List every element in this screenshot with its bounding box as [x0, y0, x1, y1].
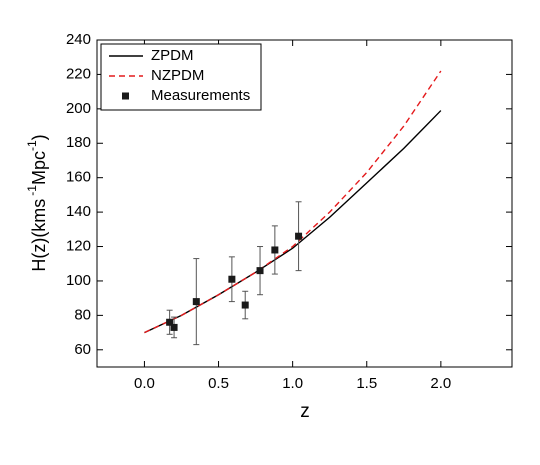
- x-tick-label: 1.5: [356, 375, 377, 392]
- y-label-part: -1: [25, 185, 39, 196]
- y-tick-label: 200: [66, 100, 91, 117]
- marker: [228, 275, 236, 283]
- x-axis-label: z: [300, 401, 310, 422]
- marker: [192, 298, 200, 306]
- marker: [295, 232, 303, 240]
- x-tick-label: 0.0: [134, 375, 155, 392]
- line-zpdm: [144, 110, 442, 334]
- y-tick-label: 60: [74, 341, 91, 358]
- y-label-part: Mpc: [29, 151, 49, 185]
- marker: [256, 267, 264, 275]
- y-tick-label: 120: [66, 237, 91, 254]
- y-tick-label: 180: [66, 134, 91, 151]
- x-tick-label: 0.5: [208, 375, 229, 392]
- plot-frame: [96, 39, 513, 368]
- line-nzpdm: [144, 70, 442, 334]
- y-tick-label: 80: [74, 306, 91, 323]
- y-tick-label: 140: [66, 203, 91, 220]
- legend-label: ZPDM: [151, 47, 194, 64]
- marker: [166, 318, 174, 326]
- marker: [170, 323, 178, 331]
- y-axis-label: H(z)(kms -1Mpc-1): [25, 134, 49, 271]
- x-tick-label: 1.0: [282, 375, 303, 392]
- y-tick-label: 160: [66, 169, 91, 186]
- marker: [271, 246, 279, 254]
- y-tick-label: 220: [66, 65, 91, 82]
- legend-label: Measurements: [151, 87, 250, 104]
- x-tick-label: 2.0: [430, 375, 451, 392]
- y-label-part: H(z)(kms: [29, 199, 49, 272]
- y-label-part: -1: [25, 140, 39, 151]
- legend-swatch: [122, 92, 129, 100]
- y-tick-label: 100: [66, 272, 91, 289]
- legend-label: NZPDM: [151, 67, 204, 84]
- y-label-part: ): [29, 134, 49, 140]
- y-tick-label: 240: [66, 31, 91, 48]
- marker: [241, 301, 249, 309]
